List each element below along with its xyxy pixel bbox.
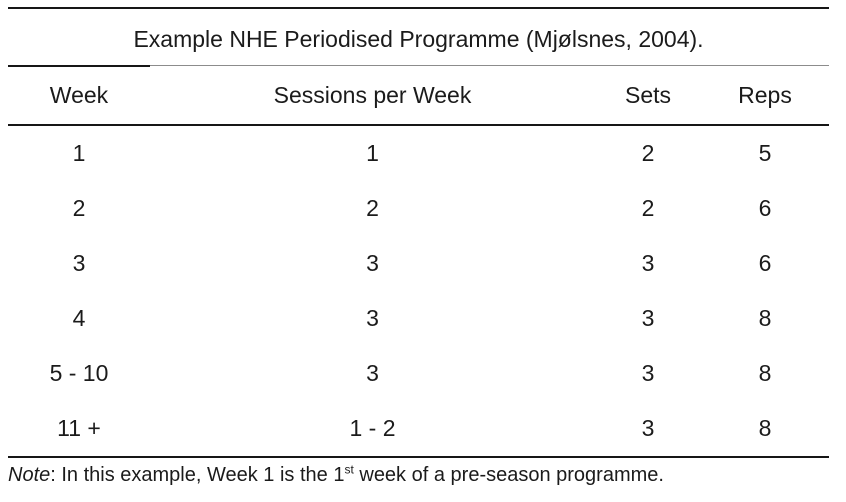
note-text-after-superscript: week of a pre-season programme. (353, 464, 664, 486)
cell-week: 2 (72, 195, 86, 221)
table-row: 2 2 2 6 (8, 181, 829, 236)
cell-week: 4 (72, 305, 86, 331)
column-header-sets: Sets (624, 82, 672, 108)
cell-reps: 8 (758, 360, 772, 386)
header-divider (8, 124, 829, 126)
cell-sessions: 3 (366, 360, 379, 386)
cell-sessions: 1 (366, 140, 379, 166)
column-header-sessions: Sessions per Week (273, 82, 472, 108)
cell-reps: 5 (758, 140, 772, 166)
cell-week: 1 (72, 140, 86, 166)
table-note: Note: In this example, Week 1 is the 1st… (8, 462, 664, 487)
cell-sessions: 3 (366, 250, 379, 276)
top-rule (8, 7, 829, 9)
cell-week: 3 (72, 250, 86, 276)
note-superscript: st (344, 462, 354, 477)
bottom-rule (8, 456, 829, 458)
cell-sets: 3 (641, 305, 655, 331)
cell-sets: 2 (641, 195, 655, 221)
title-divider-black-segment (8, 65, 150, 67)
table-row: 1 1 2 5 (8, 126, 829, 181)
column-header-week: Week (49, 82, 109, 108)
column-header-reps: Reps (738, 82, 792, 108)
cell-sessions: 2 (366, 195, 379, 221)
title-divider (8, 65, 829, 67)
table-row: 5 - 10 3 3 8 (8, 346, 829, 401)
table-row: 11 + 1 - 2 3 8 (8, 401, 829, 456)
table-row: 4 3 3 8 (8, 291, 829, 346)
title-divider-gray-segment (150, 65, 829, 66)
table-row: 3 3 3 6 (8, 236, 829, 291)
cell-sessions: 3 (366, 305, 379, 331)
cell-sets: 3 (641, 250, 655, 276)
cell-reps: 6 (758, 250, 772, 276)
table-body: 1 1 2 5 2 2 2 6 3 3 3 6 4 3 3 8 (8, 126, 829, 456)
programme-table: Example NHE Periodised Programme (Mjølsn… (8, 7, 829, 458)
note-label: Note (8, 464, 51, 486)
cell-sessions: 1 - 2 (349, 415, 396, 441)
cell-reps: 6 (758, 195, 772, 221)
cell-reps: 8 (758, 305, 772, 331)
cell-week: 5 - 10 (49, 360, 109, 386)
table-header-row: Week Sessions per Week Sets Reps (8, 67, 829, 124)
note-text-before-superscript: : In this example, Week 1 is the 1 (50, 464, 345, 486)
cell-week: 11 + (57, 415, 101, 441)
cell-sets: 3 (641, 360, 655, 386)
cell-reps: 8 (758, 415, 772, 441)
cell-sets: 3 (641, 415, 655, 441)
table-title: Example NHE Periodised Programme (Mjølsn… (133, 25, 704, 52)
cell-sets: 2 (641, 140, 655, 166)
